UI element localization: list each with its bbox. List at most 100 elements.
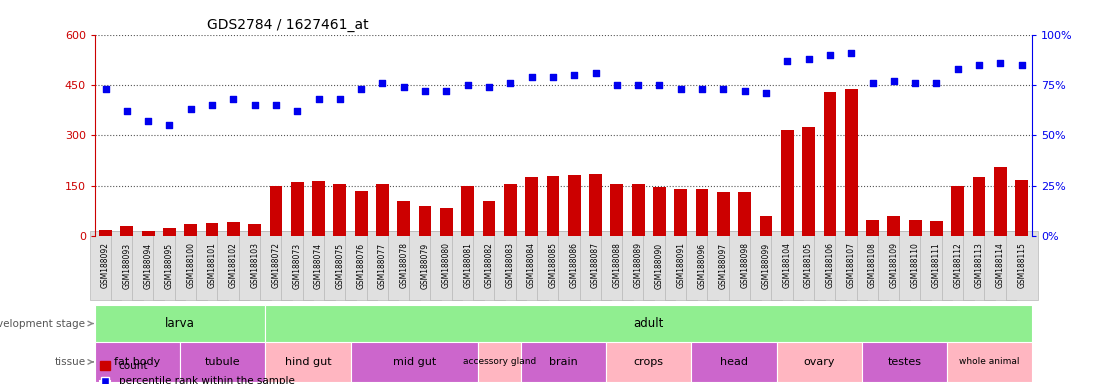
- Bar: [674, 189, 687, 236]
- Bar: [862, 342, 947, 382]
- Point: [522, 74, 540, 80]
- Point: [843, 50, 860, 56]
- Point: [587, 70, 605, 76]
- Bar: [99, 230, 112, 236]
- Bar: [695, 189, 709, 236]
- Point: [161, 122, 179, 128]
- Point: [246, 102, 263, 108]
- Legend: count, percentile rank within the sample: count, percentile rank within the sample: [100, 361, 295, 384]
- Point: [288, 108, 306, 114]
- Point: [437, 88, 455, 94]
- Point: [267, 102, 285, 108]
- Point: [353, 86, 371, 92]
- Bar: [653, 187, 666, 236]
- Text: tubule: tubule: [205, 357, 241, 367]
- Bar: [589, 174, 602, 236]
- Bar: [350, 342, 479, 382]
- Bar: [908, 220, 922, 236]
- Text: hind gut: hind gut: [285, 357, 331, 367]
- Bar: [121, 226, 133, 236]
- Bar: [606, 342, 692, 382]
- Point: [331, 96, 349, 102]
- Point: [991, 60, 1009, 66]
- Text: GDS2784 / 1627461_at: GDS2784 / 1627461_at: [208, 18, 369, 32]
- Bar: [547, 176, 559, 236]
- Bar: [887, 216, 901, 236]
- Bar: [291, 182, 304, 236]
- Bar: [777, 342, 862, 382]
- Point: [97, 86, 115, 92]
- Point: [672, 86, 690, 92]
- Bar: [266, 305, 1032, 342]
- Bar: [760, 216, 772, 236]
- Text: whole animal: whole animal: [960, 358, 1020, 366]
- Bar: [180, 342, 266, 382]
- Point: [224, 96, 242, 102]
- Point: [608, 82, 626, 88]
- Text: development stage: development stage: [0, 318, 86, 329]
- Text: mid gut: mid gut: [393, 357, 436, 367]
- Point: [182, 106, 200, 112]
- Bar: [930, 221, 943, 236]
- Point: [800, 56, 818, 62]
- Bar: [479, 342, 521, 382]
- Text: crops: crops: [634, 357, 664, 367]
- Bar: [95, 305, 266, 342]
- Point: [735, 88, 753, 94]
- Point: [906, 80, 924, 86]
- Point: [885, 78, 903, 84]
- Bar: [418, 206, 432, 236]
- Text: brain: brain: [549, 357, 578, 367]
- Point: [203, 102, 221, 108]
- Bar: [461, 187, 474, 236]
- Bar: [526, 177, 538, 236]
- Text: head: head: [720, 357, 748, 367]
- Text: fat body: fat body: [114, 357, 161, 367]
- Text: larva: larva: [165, 317, 195, 330]
- Bar: [184, 224, 198, 236]
- Bar: [802, 127, 815, 236]
- Bar: [482, 201, 496, 236]
- Bar: [610, 184, 623, 236]
- Point: [757, 90, 775, 96]
- Bar: [355, 191, 367, 236]
- Bar: [163, 228, 176, 236]
- Text: tissue: tissue: [55, 357, 86, 367]
- Bar: [951, 187, 964, 236]
- Bar: [716, 192, 730, 236]
- Point: [459, 82, 477, 88]
- Point: [714, 86, 732, 92]
- Point: [566, 72, 584, 78]
- Point: [778, 58, 796, 64]
- Bar: [312, 181, 325, 236]
- Bar: [142, 231, 154, 236]
- Point: [693, 86, 711, 92]
- Bar: [739, 192, 751, 236]
- Bar: [947, 342, 1032, 382]
- Bar: [440, 208, 453, 236]
- Point: [970, 62, 988, 68]
- Text: ovary: ovary: [804, 357, 835, 367]
- Point: [864, 80, 882, 86]
- Text: adult: adult: [634, 317, 664, 330]
- Bar: [205, 223, 219, 236]
- Bar: [95, 342, 180, 382]
- Bar: [692, 342, 777, 382]
- Bar: [866, 220, 879, 236]
- Text: testes: testes: [887, 357, 922, 367]
- Point: [651, 82, 668, 88]
- Text: accessory gland: accessory gland: [463, 358, 537, 366]
- Point: [543, 74, 561, 80]
- Bar: [994, 167, 1007, 236]
- Point: [480, 84, 498, 90]
- Bar: [376, 184, 388, 236]
- Bar: [781, 130, 793, 236]
- Point: [309, 96, 327, 102]
- Bar: [334, 184, 346, 236]
- Bar: [504, 184, 517, 236]
- Bar: [1016, 180, 1028, 236]
- Bar: [632, 184, 645, 236]
- Point: [949, 66, 966, 72]
- Point: [629, 82, 647, 88]
- Bar: [521, 342, 606, 382]
